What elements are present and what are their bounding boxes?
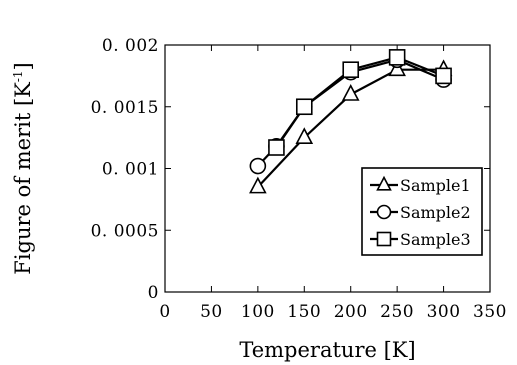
- y-tick-label: 0. 0005: [91, 221, 159, 241]
- triangle-marker: [388, 59, 406, 77]
- y-axis-title-main: Figure of merit [K: [11, 82, 35, 275]
- x-tick-label: 350: [473, 302, 507, 322]
- x-axis-title: Temperature [K]: [239, 338, 415, 362]
- series-sample3: [268, 49, 452, 156]
- square-marker: [388, 49, 406, 66]
- square-marker: [268, 139, 285, 156]
- legend-square-marker: [376, 231, 392, 247]
- legend-label: Sample2: [400, 203, 471, 222]
- x-tick-label: 300: [427, 302, 461, 322]
- y-axis-title: Figure of merit [K-1]: [11, 62, 35, 275]
- legend: Sample1 Sample2 Sample3: [361, 167, 483, 256]
- square-marker: [295, 98, 313, 116]
- square-marker: [435, 67, 452, 85]
- x-tick-label: 50: [200, 302, 223, 322]
- legend-label: Sample1: [400, 176, 471, 195]
- circle-marker: [249, 157, 267, 175]
- legend-items: Sample1 Sample2 Sample3: [370, 175, 471, 249]
- plot-frame: [164, 44, 491, 293]
- ticks-layer: 0 50 100 150 200 250 300 350 0 0. 0005 0. 001 0. 00…: [91, 36, 507, 322]
- legend-item-sample1: Sample1: [370, 175, 471, 195]
- y-tick-label: 0. 002: [102, 36, 159, 56]
- triangle-marker: [295, 127, 314, 145]
- y-tick-label: 0: [148, 283, 159, 303]
- legend-circle-marker: [376, 204, 392, 220]
- y-tick-label: 0. 001: [102, 160, 159, 180]
- series-sample1: [249, 59, 453, 194]
- legend-item-sample3: Sample3: [370, 230, 471, 249]
- x-tick-label: 100: [241, 302, 275, 322]
- x-tick-label: 250: [380, 302, 414, 322]
- triangle-marker: [249, 176, 267, 194]
- y-axis-title-close: ]: [11, 62, 35, 70]
- legend-label: Sample3: [400, 230, 471, 249]
- x-tick-label: 150: [287, 302, 321, 322]
- y-tick-label: 0. 0015: [91, 98, 159, 118]
- legend-item-sample2: Sample2: [370, 203, 471, 222]
- legend-triangle-marker: [376, 175, 392, 191]
- x-tick-label: 200: [334, 302, 368, 322]
- x-tick-label: 0: [159, 302, 170, 322]
- y-axis-title-superscript: -1: [11, 70, 25, 82]
- series-layer: [249, 49, 453, 194]
- triangle-marker: [341, 84, 360, 101]
- square-marker: [342, 61, 360, 79]
